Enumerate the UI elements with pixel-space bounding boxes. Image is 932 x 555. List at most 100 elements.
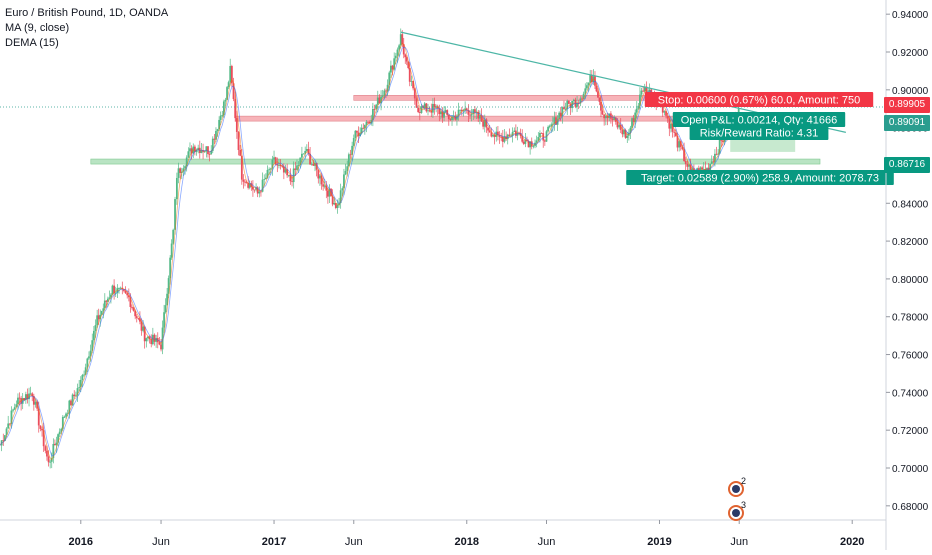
candle-body [31,393,34,397]
candle-body [388,72,391,85]
candle-body [289,174,292,182]
candle-body [10,410,13,424]
candle-body [640,90,643,95]
candle-body [8,423,11,425]
candle-body [142,326,144,331]
candle-body [555,117,557,125]
y-tick-label: 0.76000 [892,351,929,362]
candle-body [584,88,587,94]
candle-body [474,109,476,113]
x-tick-label: Jun [538,536,556,548]
candle-body [343,174,345,189]
candle-body [600,101,602,111]
chart-legend: Euro / British Pound, 1D, OANDA MA (9, c… [5,6,168,51]
candle-body [470,114,473,116]
candle-body [207,146,209,155]
candle-body [326,190,329,197]
candle-body [336,205,339,208]
candle-body [307,149,310,154]
target-label-bg [626,170,894,185]
candle-body [167,278,170,294]
economic-event-icon[interactable] [728,481,744,497]
candle-body [487,127,489,131]
indicator-dema-label[interactable]: DEMA (15) [5,37,59,49]
candle-body [376,97,379,105]
event-count: 3 [741,500,747,510]
candle-body [643,86,646,92]
y-tick-label: 0.78000 [892,313,929,324]
candle-body [213,138,216,140]
candle-body [635,108,638,113]
candle-body [601,110,604,115]
candle-body [404,54,407,58]
candle-body [83,374,85,376]
x-tick-label: 2018 [455,536,479,548]
candle-body [218,119,221,130]
candle-body [527,140,530,148]
candle-body [613,117,616,120]
candle-body [668,118,671,129]
candle-body [477,111,480,119]
candle-body [68,400,71,414]
candle-body [319,175,321,179]
candle-body [579,98,582,104]
candle-body [232,83,235,100]
candle-body [248,183,251,188]
candle-body [632,118,635,122]
candle-body [269,168,272,170]
indicator-ma-label[interactable]: MA (9, close) [5,22,70,34]
candle-body [717,153,719,155]
candle-body [356,130,358,133]
candle-body [71,394,74,406]
candle-body [271,159,274,169]
current-price-tag: 0.89091 [884,115,930,131]
candle-body [497,131,499,136]
candle-body [447,115,450,120]
y-tick-label: 0.68000 [892,502,929,513]
candle-body [604,115,607,119]
candle-body [278,165,280,166]
y-tick-label: 0.84000 [892,199,929,210]
candle-body [164,305,167,313]
candle-body [7,423,10,429]
candle-body [304,150,307,154]
y-tick-label: 0.94000 [892,10,929,21]
candle-body [322,184,325,187]
candle-body [629,127,632,133]
dema-line [0,46,740,457]
candle-body [529,141,532,148]
candle-body [58,431,61,435]
candle-body [566,100,569,110]
x-tick-label: Jun [345,536,363,548]
candle-body [618,124,620,128]
candle-body [413,88,416,99]
candle-body [478,115,481,119]
candle-body [354,130,357,139]
candle-body [61,416,64,429]
candle-body [590,75,593,83]
candle-body [427,110,429,112]
candle-body [297,165,300,166]
x-tick-label: 2016 [69,536,93,548]
x-tick-label: 2019 [647,536,671,548]
candle-body [187,151,190,158]
candle-body [438,108,441,115]
candle-body [381,95,384,97]
stop-label: Stop: 0.00600 (0.67%) 60.0, Amount: 750 [658,95,860,107]
candle-body [163,312,165,328]
ma-line [0,42,740,461]
candle-body [143,326,146,342]
candle-body [158,342,161,345]
candle-body [108,297,111,299]
x-tick-label: 2020 [840,536,864,548]
symbol-title[interactable]: Euro / British Pound, 1D, OANDA [5,7,169,19]
pnl-label: Open P&L: 0.00214, Qty: 41666 [681,115,838,127]
candle-body [282,166,285,173]
economic-event-icon[interactable] [728,505,744,521]
candle-body [561,107,564,117]
candle-body [383,90,386,96]
candle-body [291,181,293,183]
candle-body [673,131,676,133]
